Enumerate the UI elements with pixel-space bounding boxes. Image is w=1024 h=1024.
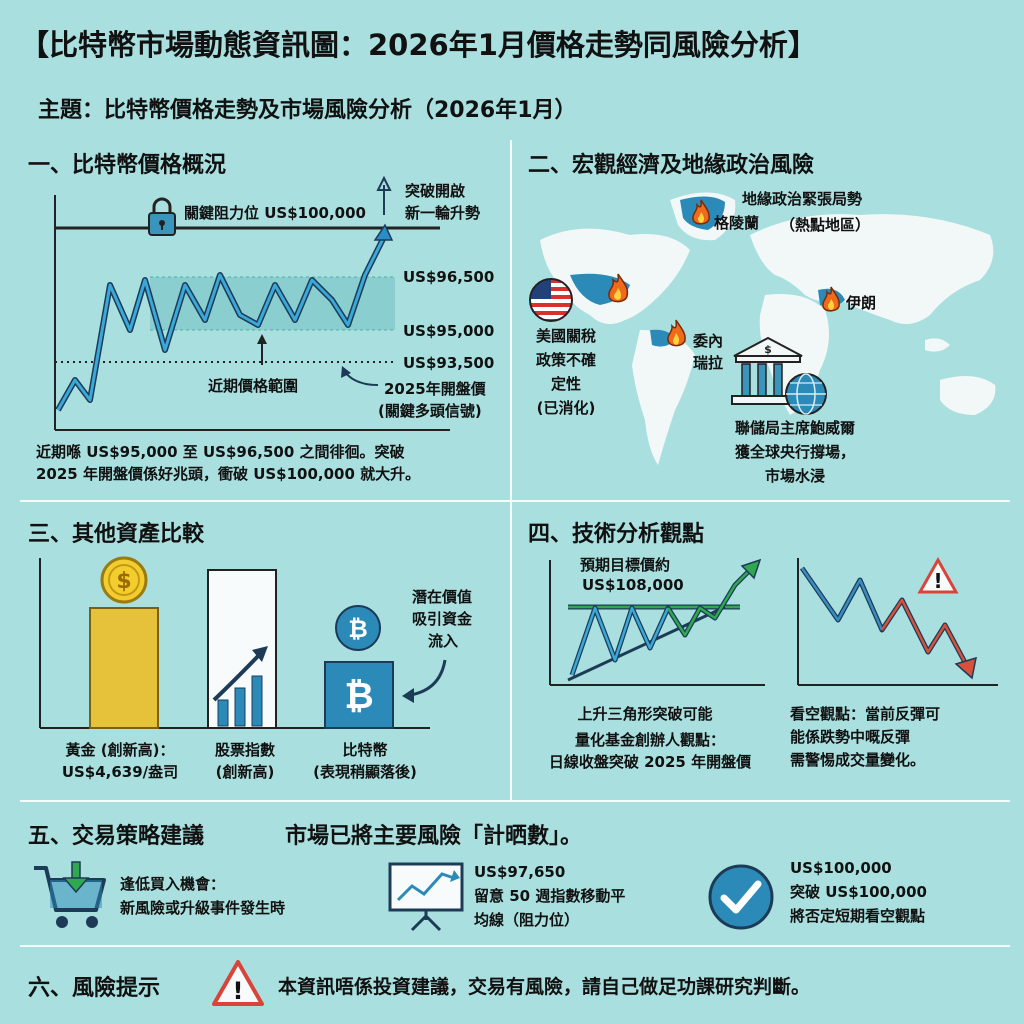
shopping-cart-icon — [34, 861, 106, 928]
section3-heading: 三、其他資產比較 — [28, 522, 205, 547]
presentation-chart-icon — [388, 862, 464, 932]
check-circle-icon — [708, 864, 774, 930]
fire-icon-greenland — [692, 199, 710, 225]
world-map — [540, 192, 996, 465]
price-chart — [54, 175, 450, 431]
us-tariff-4: (已消化) — [536, 399, 596, 417]
fire-icon-venezuela — [667, 319, 686, 347]
ma-strategy-2: 留意 50 週指數移動平 — [474, 887, 626, 905]
section6-heading: 六、風險提示 — [28, 976, 161, 1001]
breakout-label-1: 突破開啟 — [405, 182, 466, 200]
warning-icon: ! — [212, 960, 264, 1006]
break-strategy-3: 將否定短期看空觀點 — [790, 907, 926, 925]
quant-label-1: 量化基金創辦人觀點： — [574, 731, 725, 749]
asset-comparison: $ ₿ ₿ — [39, 556, 447, 729]
break-strategy-1: US$100,000 — [790, 859, 892, 877]
row-divider-1 — [20, 500, 1010, 502]
svg-text:!: ! — [933, 569, 942, 593]
gold-label-1: 黃金 (創新高)： — [65, 741, 175, 759]
section5-note: 市場已將主要風險「計晒數」。 — [285, 824, 583, 849]
section4-heading: 四、技術分析觀點 — [528, 522, 705, 547]
buy-strategy-2: 新風險或升級事件發生時 — [120, 899, 286, 917]
quant-label-2: 日線收盤突破 2025 年開盤價 — [548, 753, 752, 771]
central-bank-icon: $ — [731, 336, 827, 415]
risk-disclaimer: 本資訊唔係投資建議，交易有風險，請自己做足功課研究判斷。 — [278, 976, 811, 998]
fire-icon-iran — [822, 286, 840, 312]
flow-label-3: 流入 — [428, 632, 459, 650]
breakout-label-2: 新一輪升勢 — [405, 204, 481, 222]
svg-text:$: $ — [764, 343, 772, 356]
us-tariff-2: 政策不確 — [535, 351, 596, 369]
row-divider-3 — [20, 945, 1010, 947]
bear-label-3: 需警惕成交量變化。 — [790, 751, 926, 769]
range-label: 近期價格範圍 — [208, 377, 299, 395]
gold-label-2: US$4,639/盎司 — [61, 763, 179, 781]
section1-summary-2: 2025 年開盤價係好兆頭，衝破 US$100,000 就大升。 — [36, 465, 421, 483]
us-tariff-3: 定性 — [550, 375, 581, 393]
svg-text:₿: ₿ — [348, 615, 368, 643]
label-venezuela-2: 瑞拉 — [693, 354, 724, 372]
fed-line-2: 獲全球央行撐場， — [734, 443, 855, 461]
target-label-1: 預期目標價約 — [580, 556, 671, 574]
level-low-label: US$95,000 — [403, 322, 495, 340]
label-iran: 伊朗 — [846, 294, 877, 312]
us-flag-icon — [529, 278, 573, 322]
flow-label-1: 潛在價值 — [412, 588, 473, 606]
bear-label-2: 能係跌勢中嘅反彈 — [790, 728, 911, 746]
bear-label-1: 看空觀點：當前反彈可 — [790, 705, 941, 723]
page-subtitle: 主題：比特幣價格走勢及市場風險分析（2026年1月） — [38, 98, 577, 123]
flow-label-2: 吸引資金 — [412, 610, 473, 628]
svg-text:₿: ₿ — [344, 676, 373, 717]
fed-line-3: 市場水浸 — [764, 467, 825, 485]
ma-strategy-3: 均線（阻力位） — [474, 911, 580, 929]
section2-heading: 二、宏觀經濟及地緣政治風險 — [528, 153, 815, 178]
us-tariff-1: 美國關稅 — [535, 327, 596, 345]
level-high-label: US$96,500 — [403, 268, 495, 286]
label-venezuela-1: 委內 — [693, 332, 724, 350]
stocks-label-2: (創新高) — [215, 763, 275, 781]
target-label-2: US$108,000 — [582, 576, 684, 594]
svg-text:!: ! — [233, 977, 244, 1005]
page-title: 【比特幣市場動態資訊圖：2026年1月價格走勢同風險分析】 — [20, 28, 817, 62]
ma-strategy-1: US$97,650 — [474, 863, 566, 881]
buy-strategy-1: 逢低買入機會： — [120, 875, 226, 893]
btc-label-1: 比特幣 — [342, 741, 388, 759]
fire-icon-usa — [608, 273, 629, 303]
stocks-label-1: 股票指數 — [214, 741, 275, 759]
technical-charts: ! — [549, 556, 998, 686]
triangle-label: 上升三角形突破可能 — [577, 705, 713, 723]
row-divider-2 — [20, 800, 1010, 802]
svg-text:$: $ — [116, 569, 131, 594]
section1-summary-1: 近期喺 US$95,000 至 US$96,500 之間徘徊。突破 — [36, 443, 405, 461]
hotspot-title-2: （熱點地區） — [780, 216, 871, 234]
section5-heading: 五、交易策略建議 — [28, 824, 205, 849]
open-label-1: 2025年開盤價 — [384, 380, 486, 398]
column-divider — [510, 140, 512, 800]
level-open-label: US$93,500 — [403, 354, 495, 372]
lock-icon — [148, 197, 176, 236]
fed-line-1: 聯儲局主席鮑威爾 — [734, 419, 855, 437]
btc-label-2: (表現稍顯落後) — [313, 763, 417, 781]
break-strategy-2: 突破 US$100,000 — [790, 883, 927, 901]
hotspot-title-1: 地緣政治緊張局勢 — [742, 190, 863, 208]
open-label-2: (關鍵多頭信號) — [378, 402, 482, 420]
resistance-label: 關鍵阻力位 US$100,000 — [184, 204, 366, 222]
label-greenland: 格陵蘭 — [714, 214, 760, 232]
section1-heading: 一、比特幣價格概況 — [28, 153, 227, 178]
